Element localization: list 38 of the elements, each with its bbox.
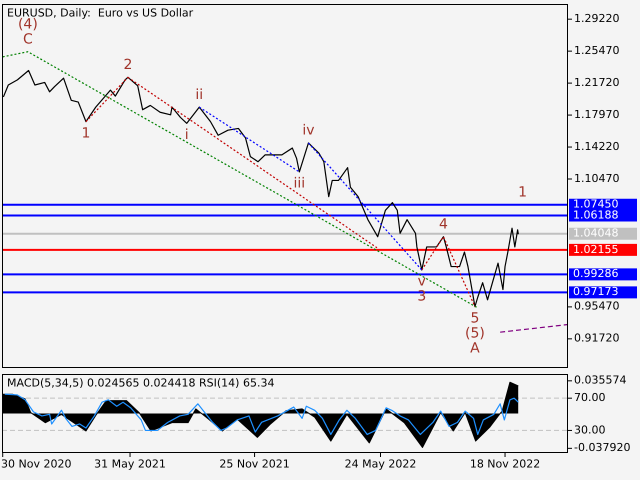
annotation: (5)	[465, 325, 485, 342]
annotation: ii	[195, 86, 204, 103]
y2-tick-label: -0.037920	[574, 441, 630, 454]
y-tick-label: 1.21720	[574, 76, 620, 89]
x-tick-label: 31 May 2021	[94, 457, 166, 470]
ref-line-label: 0.99286	[573, 267, 618, 280]
annotation: A	[470, 340, 480, 356]
annotation: 3	[417, 288, 426, 305]
chart-title: MACD(5,34,5) 0.024565 0.024418 RSI(14) 65.34	[7, 376, 274, 390]
x-tick-label: 25 Nov 2021	[219, 457, 290, 470]
annotation: iii	[294, 176, 306, 192]
x-tick-label: 24 May 2022	[344, 457, 416, 470]
y2-tick-label: 0.035574	[574, 374, 626, 387]
x-tick-label: 18 Nov 2022	[470, 457, 540, 470]
y-tick-label: 0.91720	[574, 332, 620, 345]
annotation: i	[184, 126, 189, 143]
x-tick-label: 30 Nov 2020	[1, 457, 72, 470]
annotation: C	[22, 31, 33, 48]
y-tick-label: 1.29220	[574, 12, 620, 26]
y-tick-label: 1.10470	[574, 172, 620, 185]
y-tick-label: 1.14220	[574, 140, 620, 153]
annotation: 2	[123, 56, 132, 73]
y-tick-label: 1.17970	[574, 108, 620, 121]
ref-line-label: 1.07450	[573, 198, 618, 211]
annotation: v	[418, 274, 426, 290]
y-tick-label: 30.00	[574, 423, 606, 436]
annotation: 4	[439, 216, 448, 232]
y-tick-label: 1.25470	[574, 44, 620, 57]
ref-line-label: 1.02155	[573, 242, 618, 256]
ref-line-label: 1.06188	[573, 208, 618, 222]
y-tick-label: 0.95470	[574, 300, 620, 313]
annotation: 5	[470, 310, 480, 326]
ref-line-label: 1.04048	[573, 226, 618, 240]
y-tick-label: 70.00	[574, 391, 606, 404]
annotation: 1	[81, 125, 90, 142]
annotation: iv	[302, 122, 315, 139]
ref-line-label: 0.97173	[573, 285, 618, 298]
annotation: 1	[518, 184, 527, 200]
